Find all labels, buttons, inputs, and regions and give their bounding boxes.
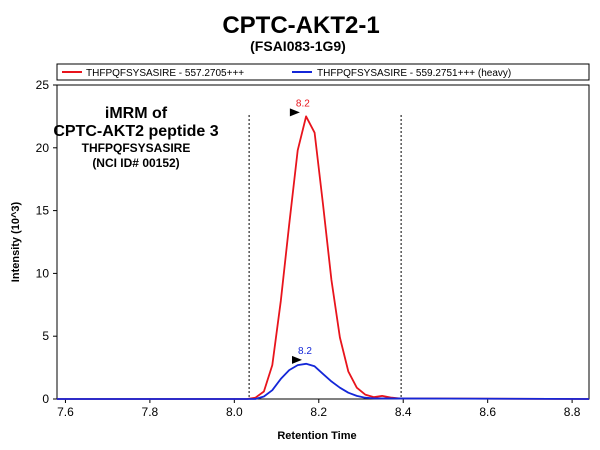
chart-title: CPTC-AKT2-1: [222, 12, 379, 39]
x-tick-label: 7.6: [57, 405, 74, 419]
peak-marker-0: [289, 108, 300, 117]
y-axis-label: Intensity (10^3): [10, 201, 22, 282]
x-tick-label: 8.2: [310, 405, 327, 419]
plot-area: [56, 84, 590, 400]
legend: THFPQFSYSASIRE - 557.2705+++ THFPQFSYSAS…: [56, 63, 590, 81]
x-tick-label: 8.8: [564, 405, 581, 419]
annotation-line-3: THFPQFSYSASIRE: [82, 141, 191, 155]
peak-label-1: 8.2: [298, 346, 312, 357]
y-tick-label: 5: [42, 329, 49, 343]
y-tick-label: 0: [42, 392, 49, 406]
annotation-block: iMRM of CPTC-AKT2 peptide 3 THFPQFSYSASI…: [53, 105, 218, 170]
x-tick-label: 8.4: [395, 405, 412, 419]
y-tick-label: 15: [36, 204, 50, 218]
x-axis-label: Retention Time: [277, 430, 356, 442]
legend-entry-heavy: THFPQFSYSASIRE - 559.2751+++ (heavy): [317, 68, 511, 79]
legend-entry-light: THFPQFSYSASIRE - 557.2705+++: [86, 68, 244, 79]
annotation-line-4: (NCI ID# 00152): [92, 156, 179, 170]
annotation-line-1: iMRM of: [105, 105, 168, 122]
y-tick-label: 10: [36, 266, 50, 280]
annotation-line-2: CPTC-AKT2 peptide 3: [53, 123, 218, 140]
series-line-0: [57, 115, 590, 400]
series-layer: [57, 115, 590, 400]
peak-label-0: 8.2: [296, 98, 310, 109]
series-line-1: [57, 362, 590, 400]
peak-boundaries: [248, 115, 402, 399]
x-tick-label: 8.6: [479, 405, 496, 419]
legend-box: [56, 63, 590, 81]
x-tick-label: 8.0: [226, 405, 243, 419]
y-tick-label: 20: [36, 141, 50, 155]
peak-markers: 8.2 8.2: [289, 98, 312, 364]
y-tick-label: 25: [36, 78, 50, 92]
axis-ticks: 7.6 7.8 8.0 8.2 8.4 8.6 8.8 0 5 10 15 20 25: [36, 78, 581, 419]
x-tick-label: 7.8: [142, 405, 159, 419]
peak-marker-1: [292, 355, 302, 364]
chart-subtitle: (FSAI083-1G9): [250, 38, 346, 54]
